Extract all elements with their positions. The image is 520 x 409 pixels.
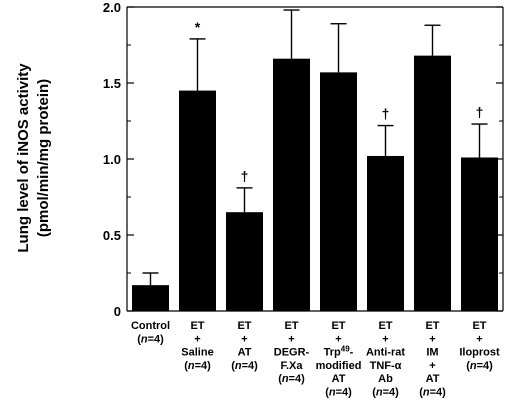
y-axis-title-line: (pmol/min/mg protein): [35, 79, 52, 237]
error-bars: [142, 9, 488, 286]
category-label-line: (n=4): [419, 387, 446, 399]
category-label-line: ET: [425, 320, 439, 332]
bar: [132, 285, 169, 311]
category-label-line: (n=4): [278, 373, 305, 385]
category-label-line: ET: [378, 320, 392, 332]
category-label-line: modified: [316, 360, 362, 372]
category-label-line: (n=4): [466, 360, 493, 372]
category-label-line: +: [288, 333, 294, 345]
y-axis-title-line: Lung level of iNOS activity: [15, 63, 32, 253]
category-label-line: +: [429, 360, 435, 372]
significance-marker: †: [241, 168, 249, 184]
y-tick-label: 0.5: [103, 228, 121, 243]
significance-markers: * † † †: [195, 19, 484, 184]
category-label-line: Control: [131, 320, 170, 332]
category-label-line: AT: [426, 373, 440, 385]
bars: [132, 55, 498, 312]
category-label-line: +: [476, 333, 482, 345]
category-label-line: Saline: [181, 347, 213, 359]
category-label-line: +: [382, 333, 388, 345]
category-label-line: (n=4): [325, 387, 352, 399]
y-axis: 0 0.5 1.0 1.5 2.0: [103, 0, 504, 319]
y-tick-label: 2.0: [103, 0, 121, 15]
y-tick-label: 1.5: [103, 76, 121, 91]
bar: [320, 72, 357, 311]
category-label-line: ET: [190, 320, 204, 332]
bar: [226, 212, 263, 311]
bar: [414, 55, 451, 311]
category-label-line: ET: [331, 320, 345, 332]
category-label-line: (n=4): [184, 360, 211, 372]
bar: [461, 157, 498, 311]
category-label-line: (n=4): [372, 387, 399, 399]
category-label-line: Ab: [378, 373, 393, 385]
significance-marker: †: [382, 106, 390, 122]
y-tick-label: 0: [114, 304, 121, 319]
category-label-line: ET: [472, 320, 486, 332]
significance-marker: *: [195, 19, 201, 35]
bar: [179, 90, 216, 311]
category-label-line: F.Xa: [280, 360, 303, 372]
bar: [273, 58, 310, 312]
category-label-line: ET: [237, 320, 251, 332]
category-label-line: +: [429, 333, 435, 345]
category-label-line: AT: [332, 373, 346, 385]
category-labels: Control(n=4)ET+Saline(n=4)ET+AT(n=4)ET+D…: [131, 320, 500, 399]
category-label-line: AT: [238, 347, 252, 359]
category-label-line: Iloprost: [459, 347, 500, 359]
category-label-line: (n=4): [137, 333, 164, 345]
significance-marker: †: [476, 104, 484, 120]
category-label-line: IM: [426, 347, 438, 359]
category-label-line: TNF-α: [370, 360, 402, 372]
category-label-line: +: [194, 333, 200, 345]
category-label-line: ET: [284, 320, 298, 332]
category-label-line: DEGR-: [274, 347, 310, 359]
category-label-line: Trp49-: [324, 345, 354, 359]
category-label-line: Anti-rat: [366, 347, 405, 359]
category-label-line: +: [335, 333, 341, 345]
y-axis-label: Lung level of iNOS activity (pmol/min/mg …: [15, 63, 52, 253]
bar: [367, 155, 404, 311]
y-tick-label: 1.0: [103, 152, 121, 167]
category-label-line: +: [241, 333, 247, 345]
category-label-line: (n=4): [231, 360, 258, 372]
